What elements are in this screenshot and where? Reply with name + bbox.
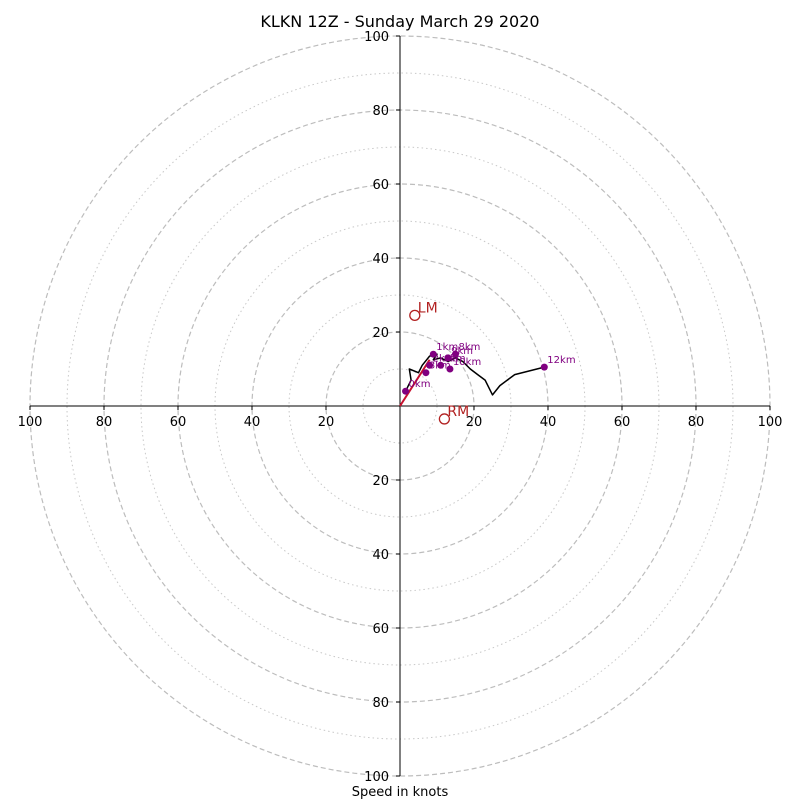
x-tick-label: 20 bbox=[318, 415, 335, 430]
height-marker-12km bbox=[540, 363, 548, 371]
y-tick-label: 100 bbox=[364, 770, 389, 785]
hodograph-series bbox=[399, 353, 545, 407]
height-label-6km: 6km bbox=[444, 353, 466, 364]
shear-vector-line bbox=[399, 359, 431, 407]
x-tick-label: 60 bbox=[614, 415, 631, 430]
left-mover-marker bbox=[409, 309, 421, 322]
height-label-1km: 1km bbox=[436, 342, 458, 353]
height-label-9km: 9km bbox=[451, 346, 473, 357]
y-tick-label: 80 bbox=[372, 696, 389, 711]
y-tick-label: 100 bbox=[364, 30, 389, 45]
height-label-0km: 0km bbox=[409, 379, 431, 390]
y-tick-label: 80 bbox=[372, 104, 389, 119]
height-marker-3km bbox=[422, 369, 430, 377]
height-marker-1km bbox=[429, 350, 437, 358]
height-marker-6km bbox=[437, 361, 445, 369]
x-tick-label: 80 bbox=[688, 415, 705, 430]
x-axis-label: Speed in knots bbox=[352, 785, 449, 800]
height-label-2km: 2km bbox=[433, 353, 455, 364]
x-tick-label: 100 bbox=[18, 415, 43, 430]
right-mover-label: RM bbox=[447, 404, 469, 420]
height-marker-8km bbox=[452, 350, 459, 358]
height-markers: 1km3km6km8km9km10km12km0km2km bbox=[402, 342, 576, 395]
x-tick-label: 60 bbox=[170, 415, 187, 430]
x-tick-label: 80 bbox=[96, 415, 113, 430]
height-marker-10km bbox=[446, 365, 454, 373]
y-tick-label: 40 bbox=[372, 548, 389, 563]
height-marker-2km bbox=[426, 361, 434, 369]
right-mover-marker bbox=[438, 413, 451, 425]
storm-motion: LM RM bbox=[409, 300, 469, 425]
chart-title: KLKN 12Z - Sunday March 29 2020 bbox=[260, 12, 539, 31]
height-label-8km: 8km bbox=[459, 342, 481, 353]
height-marker-9km bbox=[444, 354, 452, 362]
x-tick-label: 100 bbox=[758, 415, 783, 430]
height-label-12km: 12km bbox=[547, 355, 575, 366]
y-tick-label: 20 bbox=[372, 326, 389, 341]
left-mover-label: LM bbox=[418, 300, 438, 316]
height-marker-0km bbox=[402, 387, 410, 395]
x-tick-label: 20 bbox=[466, 415, 483, 430]
x-tick-label: 40 bbox=[540, 415, 557, 430]
x-tick-label: 40 bbox=[244, 415, 261, 430]
hodograph-line bbox=[404, 353, 545, 396]
y-tick-label: 20 bbox=[372, 474, 389, 489]
tick-labels: 100 80 60 40 20 20 40 60 80 100 20 40 60 80 100 20 40 60 8… bbox=[18, 30, 783, 785]
y-tick-label: 60 bbox=[372, 622, 389, 637]
y-tick-label: 60 bbox=[372, 178, 389, 193]
height-label-10km: 10km bbox=[453, 357, 481, 368]
y-tick-label: 40 bbox=[372, 252, 389, 267]
